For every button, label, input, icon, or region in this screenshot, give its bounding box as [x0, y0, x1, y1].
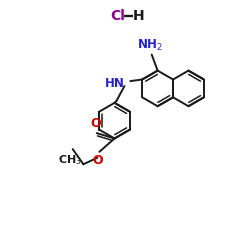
Text: CH$_3$: CH$_3$	[58, 153, 82, 167]
Text: H: H	[133, 9, 145, 23]
Text: NH$_2$: NH$_2$	[137, 38, 163, 52]
Text: O: O	[90, 117, 101, 130]
Text: O: O	[92, 154, 103, 167]
Text: HN: HN	[104, 76, 124, 90]
Text: Cl: Cl	[111, 9, 126, 23]
